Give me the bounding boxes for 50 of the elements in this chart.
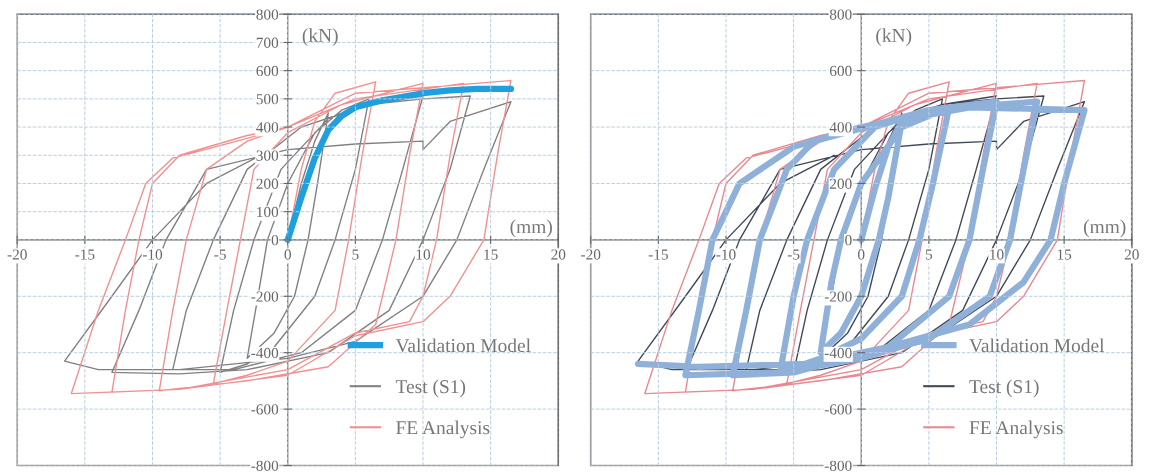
- legend-label: Validation Model: [969, 338, 1105, 353]
- x-tick-label: -10: [716, 249, 736, 260]
- y-tick-label: 400: [829, 122, 852, 133]
- y-tick-label: 200: [256, 178, 279, 189]
- x-tick-label: 15: [1057, 249, 1072, 260]
- y-tick-label: -800: [824, 460, 852, 471]
- y-tick-label: 200: [829, 178, 852, 189]
- y-tick-label: 700: [256, 37, 279, 48]
- y-tick-label: -600: [824, 404, 852, 415]
- y-tick-label: 0: [845, 235, 852, 246]
- x-tick-label: 20: [551, 249, 566, 260]
- x-axis-title: (mm): [510, 219, 552, 238]
- y-tick-label: 400: [256, 122, 279, 133]
- legend-label: Test (S1): [969, 379, 1039, 398]
- x-tick-label: -5: [214, 249, 226, 260]
- legend-label: FE Analysis: [969, 420, 1063, 439]
- x-tick-label: 0: [858, 249, 865, 260]
- x-tick-label: 5: [352, 249, 359, 260]
- legend-label: Validation Model: [395, 338, 531, 353]
- legend-label: Test (S1): [395, 379, 466, 398]
- x-tick-label: 0: [284, 249, 291, 260]
- y-axis-title: (kN): [876, 28, 912, 46]
- x-tick-label: -5: [787, 249, 800, 260]
- y-tick-label: -400: [251, 347, 279, 359]
- y-tick-label: 800: [256, 9, 279, 20]
- x-tick-label: -20: [7, 249, 27, 260]
- x-tick-label: -15: [648, 249, 668, 260]
- y-tick-label: 500: [256, 94, 279, 105]
- y-tick-label: 600: [256, 65, 279, 77]
- x-tick-label: 10: [416, 249, 431, 260]
- y-tick-label: -200: [824, 291, 852, 302]
- y-tick-label: -600: [251, 404, 279, 415]
- x-tick-label: -15: [75, 249, 95, 260]
- y-tick-label: -200: [251, 291, 279, 302]
- y-tick-label: -400: [824, 347, 852, 359]
- x-tick-label: 10: [990, 249, 1004, 260]
- y-tick-label: -800: [251, 460, 279, 471]
- y-tick-label: 600: [829, 65, 852, 77]
- x-tick-label: 5: [925, 249, 933, 260]
- x-tick-label: 15: [484, 249, 498, 260]
- x-tick-label: -10: [142, 249, 163, 260]
- legend-label: FE Analysis: [396, 420, 490, 439]
- y-axis-title: (kN): [302, 28, 338, 46]
- y-tick-label: 800: [829, 9, 852, 20]
- x-axis-title: (mm): [1083, 219, 1126, 238]
- y-tick-label: 0: [271, 235, 279, 246]
- y-tick-label: 300: [256, 150, 279, 161]
- y-tick-label: 100: [257, 206, 279, 218]
- x-tick-label: -20: [581, 249, 601, 260]
- x-tick-label: 20: [1124, 249, 1139, 260]
